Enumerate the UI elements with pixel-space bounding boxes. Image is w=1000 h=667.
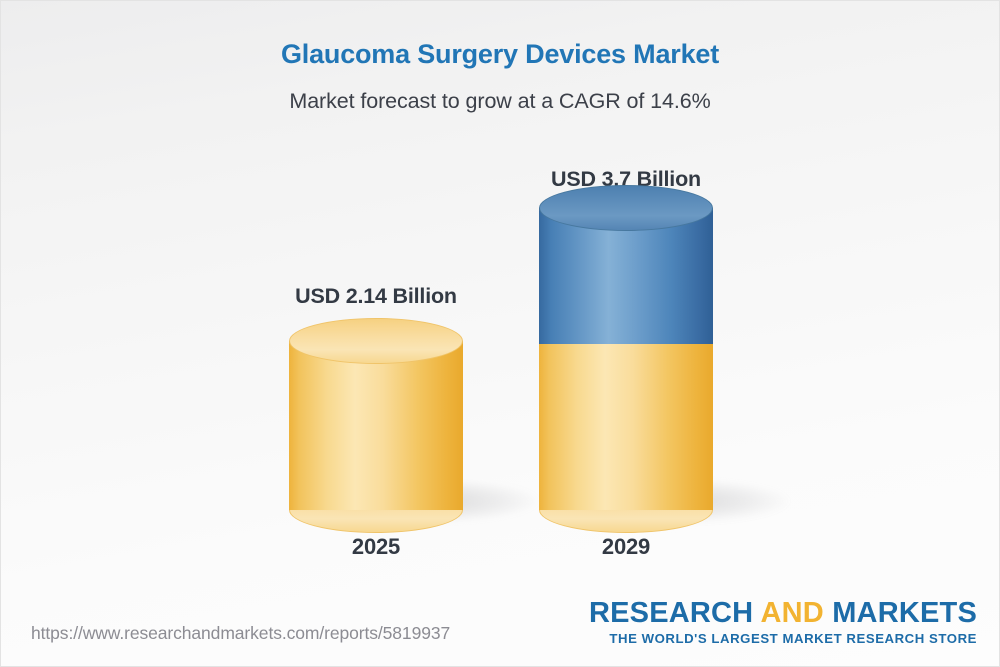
- cylinder-body-2025: [289, 341, 463, 510]
- research-and-markets-logo[interactable]: RESEARCH AND MARKETS THE WORLD'S LARGEST…: [589, 598, 977, 647]
- logo-word-markets: MARKETS: [832, 597, 977, 629]
- logo-word-and: AND: [760, 597, 824, 629]
- chart-subtitle: Market forecast to grow at a CAGR of 14.…: [289, 89, 711, 113]
- logo-wordmark: RESEARCH AND MARKETS: [589, 598, 977, 628]
- source-url[interactable]: https://www.researchandmarkets.com/repor…: [31, 623, 451, 643]
- cylinder-top-2025: [289, 318, 463, 364]
- category-label-2025: 2025: [351, 534, 401, 559]
- logo-word-research: RESEARCH: [588, 597, 754, 629]
- cylinder-top-2029: [539, 185, 713, 231]
- value-label-2025: USD 2.14 Billion: [295, 284, 457, 308]
- logo-tagline: THE WORLD'S LARGEST MARKET RESEARCH STOR…: [609, 631, 977, 647]
- cylinder-body-lower-2029: [539, 341, 713, 510]
- category-label-2029: 2029: [601, 534, 651, 559]
- chart-title: Glaucoma Surgery Devices Market: [280, 39, 719, 69]
